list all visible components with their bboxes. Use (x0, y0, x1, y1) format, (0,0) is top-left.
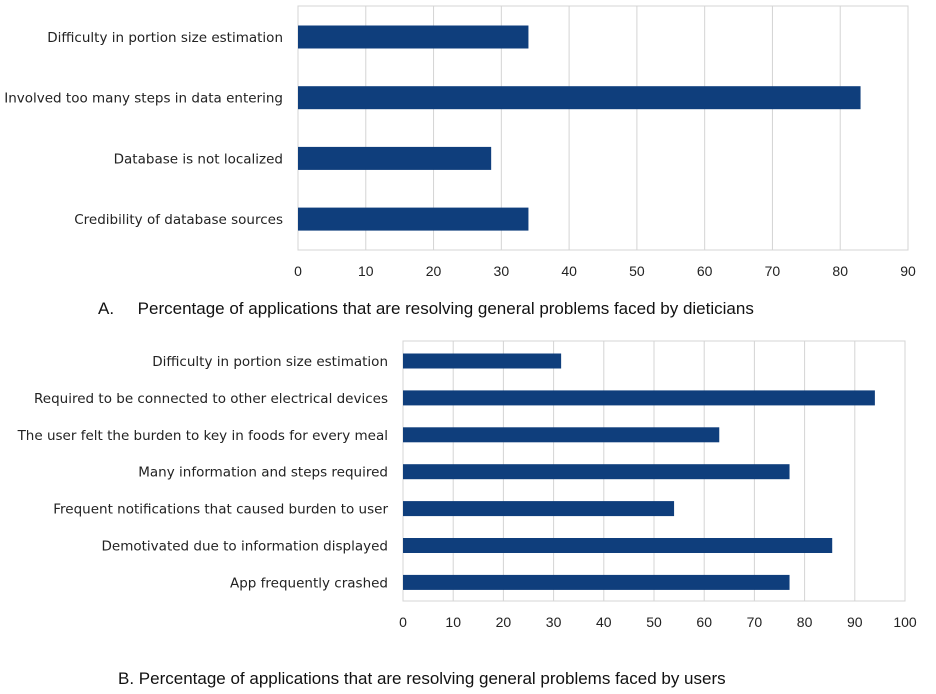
chart-a-bar (298, 25, 529, 49)
chart-b-x-tick-label: 10 (445, 614, 461, 630)
chart-b-users: 0 10 20 30 40 50 60 70 80 90 100 Difficulty in port… (17, 340, 917, 630)
chart-b-category-label: Demotivated due to information displayed (102, 539, 388, 555)
chart-b-bar (403, 390, 875, 406)
chart-b-x-tick-label: 90 (847, 614, 863, 630)
chart-a-x-tick-label: 20 (426, 263, 442, 279)
chart-a-x-tick-label: 70 (765, 263, 781, 279)
chart-a-x-tick-label: 40 (561, 263, 577, 279)
chart-a-x-tick-label: 10 (358, 263, 374, 279)
chart-b-x-tick-label: 50 (646, 614, 662, 630)
chart-b-category-label: Required to be connected to other electr… (34, 391, 388, 407)
chart-a-x-tick-label: 50 (629, 263, 645, 279)
chart-b-x-tick-label: 70 (747, 614, 763, 630)
chart-b-category-label: Many information and steps required (138, 465, 388, 481)
chart-b-caption: B. Percentage of applications that are r… (118, 669, 726, 688)
chart-b-bar (403, 574, 790, 590)
chart-a-bar (298, 146, 492, 170)
chart-b-bar (403, 464, 790, 480)
chart-a-x-tick-label: 30 (494, 263, 510, 279)
chart-b-bar (403, 501, 675, 517)
chart-b-bar (403, 427, 720, 443)
chart-a-x-tick-label: 80 (832, 263, 848, 279)
chart-a-x-tick-label: 0 (294, 263, 302, 279)
chart-b-x-tick-label: 40 (596, 614, 612, 630)
chart-b-category-label: Frequent notifications that caused burde… (53, 502, 388, 518)
chart-b-x-tick-label: 30 (546, 614, 562, 630)
chart-a-category-label: Credibility of database sources (74, 212, 283, 228)
chart-a-category-label: Database is not localized (114, 151, 283, 167)
chart-b-category-label: The user felt the burden to key in foods… (17, 428, 388, 444)
chart-b-x-tick-label: 60 (696, 614, 712, 630)
chart-b-category-label: Difficulty in portion size estimation (152, 354, 388, 370)
chart-b-bar (403, 538, 833, 553)
chart-b-x-tick-label: 0 (399, 614, 407, 630)
chart-a-caption: A. Percentage of applications that are r… (98, 299, 754, 318)
chart-b-bar (403, 353, 562, 369)
chart-a-dieticians: 0 10 20 30 40 50 60 70 80 90 Difficulty in portion… (4, 5, 916, 279)
chart-a-category-label: Involved too many steps in data entering (4, 91, 283, 107)
chart-a-x-tick-label: 90 (900, 263, 916, 279)
chart-a-category-label: Difficulty in portion size estimation (47, 30, 283, 46)
chart-a-bar (298, 86, 861, 110)
chart-a-bar (298, 207, 529, 231)
chart-b-x-tick-label: 20 (496, 614, 512, 630)
chart-a-x-tick-label: 60 (697, 263, 713, 279)
chart-b-x-tick-label: 80 (797, 614, 813, 630)
chart-b-x-tick-label: 100 (893, 614, 917, 630)
chart-b-category-label: App frequently crashed (230, 575, 388, 591)
